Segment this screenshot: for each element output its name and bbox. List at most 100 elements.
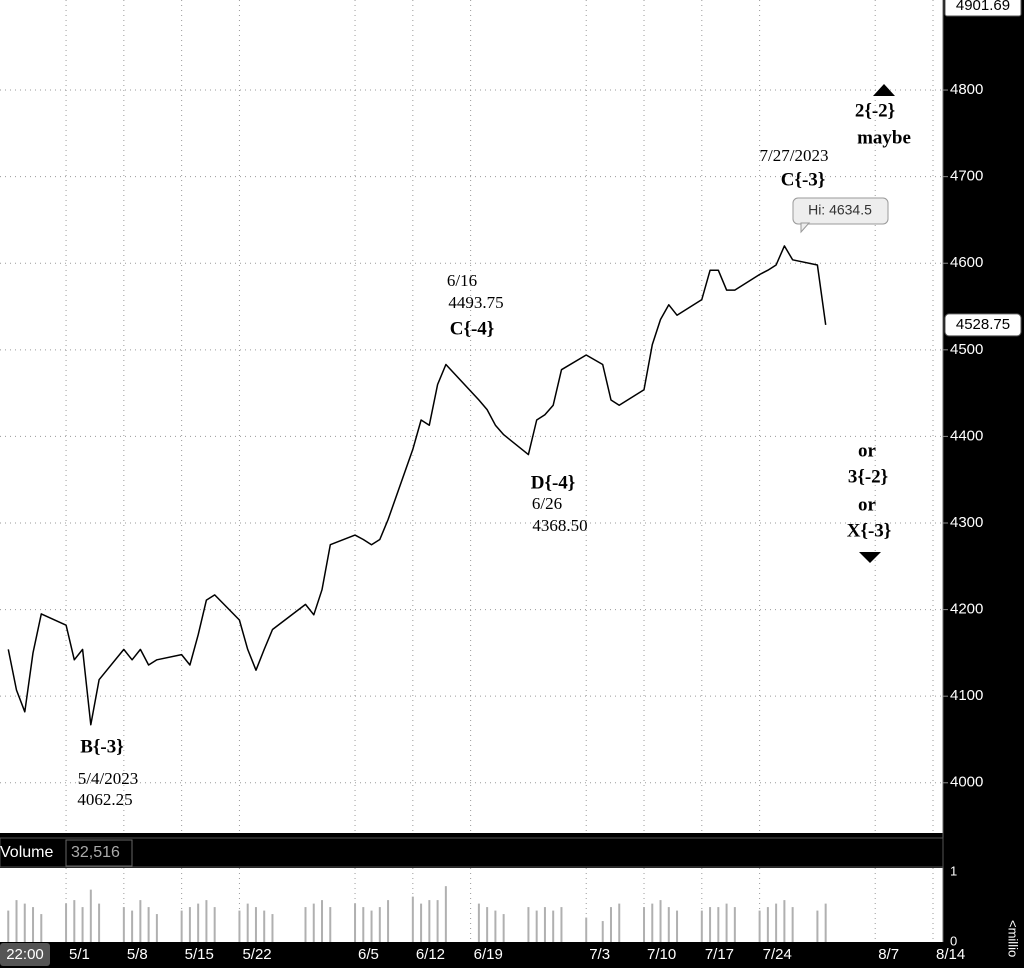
volume-readout: 32,516 [71, 844, 120, 861]
annotation: or [858, 494, 877, 515]
volume-bar [552, 910, 555, 942]
annotation: 4493.75 [448, 293, 503, 312]
annotation: D{-4} [531, 472, 576, 493]
volume-bar [89, 889, 92, 942]
x-tick-label: 5/8 [127, 946, 148, 963]
x-tick-label: 7/24 [763, 946, 792, 963]
x-tick-label: 6/19 [474, 946, 503, 963]
volume-bar [783, 900, 786, 942]
x-tick-label: 7/3 [589, 946, 610, 963]
last-price-box [944, 313, 1022, 337]
volume-bar [312, 903, 315, 942]
volume-bar [494, 910, 497, 942]
volume-bar [585, 917, 588, 942]
volume-bar [188, 907, 191, 942]
volume-bar [791, 907, 794, 942]
x-tick-label: 7/10 [647, 946, 676, 963]
volume-bar [816, 910, 819, 942]
volume-bar [609, 907, 612, 942]
y-tick-label: 4200 [950, 601, 983, 618]
volume-bar [725, 903, 728, 942]
volume-bar [444, 886, 447, 942]
hi-callout [792, 197, 889, 225]
volume-bar [659, 900, 662, 942]
volume-bar [15, 900, 18, 942]
volume-bar [378, 907, 381, 942]
volume-bar [321, 900, 324, 942]
volume-bar [502, 914, 505, 942]
volume-bar [535, 910, 538, 942]
volume-bar [180, 910, 183, 942]
volume-bar [263, 910, 266, 942]
x-tick-label: 6/12 [416, 946, 445, 963]
volume-bar [527, 907, 530, 942]
volume-bar [709, 907, 712, 942]
cursor-box [0, 943, 50, 966]
volume-tick-label: 0 [950, 933, 957, 948]
volume-bar [213, 907, 216, 942]
volume-bar [246, 903, 249, 942]
cursor-label: 22:00 [6, 946, 44, 963]
volume-bar [238, 910, 241, 942]
volume-bar [651, 903, 654, 942]
annotation: C{-3} [781, 169, 826, 190]
volume-bar [197, 903, 200, 942]
volume-bar [205, 900, 208, 942]
volume-bar [824, 903, 827, 942]
y-tick-label: 4000 [950, 774, 983, 791]
top-value-box [944, 0, 1022, 17]
volume-bar [411, 896, 414, 942]
annotation: 6/26 [532, 494, 562, 513]
volume-bar [601, 921, 604, 942]
volume-bar [643, 907, 646, 942]
volume-bar [436, 900, 439, 942]
volume-bar [667, 907, 670, 942]
x-tick-label: 5/22 [242, 946, 271, 963]
volume-bar [486, 907, 489, 942]
volume-bar [139, 900, 142, 942]
volume-bar [304, 907, 307, 942]
annotation: 4368.50 [532, 516, 587, 535]
annotation: C{-4} [450, 318, 495, 339]
volume-bar [560, 907, 563, 942]
volume-bar [23, 903, 26, 942]
volume-bar [73, 900, 76, 942]
x-tick-label: 6/5 [358, 946, 379, 963]
volume-bar [733, 907, 736, 942]
volume-bar [387, 900, 390, 942]
volume-bar [362, 907, 365, 942]
hi-callout-pointer [800, 222, 811, 234]
volume-bar [329, 907, 332, 942]
volume-bar [420, 903, 423, 942]
annotation: or [858, 440, 877, 461]
volume-label: Volume [0, 844, 53, 861]
annotation: 4062.25 [77, 790, 132, 809]
top-value-label: 4901.69 [956, 0, 1010, 14]
volume-bar [477, 903, 480, 942]
volume-bar [543, 907, 546, 942]
y-tick-label: 4300 [950, 514, 983, 531]
volume-bar [618, 903, 621, 942]
volume-bar [155, 914, 158, 942]
volume-bar [122, 907, 125, 942]
up-arrow [873, 84, 895, 96]
volume-bar [147, 907, 150, 942]
volume-pane [0, 868, 943, 942]
x-tick-label: 7/17 [705, 946, 734, 963]
price-line [7, 245, 827, 726]
last-price-label: 4528.75 [956, 316, 1010, 333]
volume-bar [370, 910, 373, 942]
volume-bar [254, 907, 257, 942]
annotation: 3{-2} [848, 466, 888, 487]
y-tick-label: 4600 [950, 254, 983, 271]
annotation: B{-3} [80, 736, 123, 757]
x-axis-area [0, 942, 1024, 968]
volume-bar [428, 900, 431, 942]
right-axis-area [943, 0, 1024, 968]
volume-bar [40, 914, 43, 942]
y-tick-label: 4100 [950, 687, 983, 704]
annotation: maybe [857, 127, 911, 148]
volume-tick-label: 1 [950, 864, 957, 879]
volume-bar [354, 903, 357, 942]
